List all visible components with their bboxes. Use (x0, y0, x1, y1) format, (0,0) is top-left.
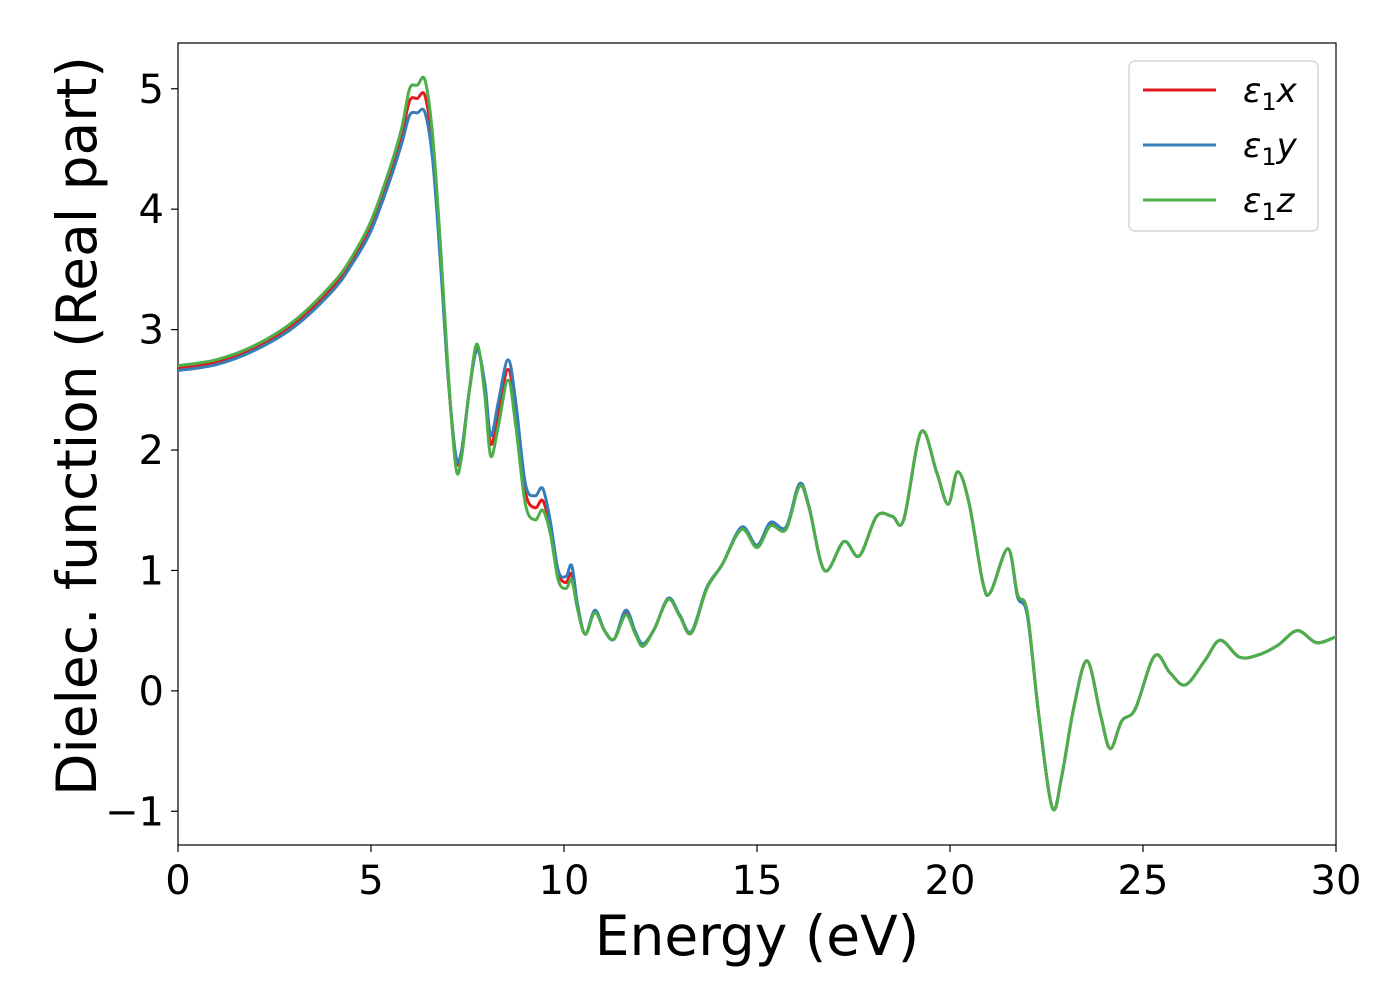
legend-label: ε1x (1243, 71, 1298, 116)
legend-item: ε1y (1143, 126, 1298, 171)
y-axis-ticks: −1 0 1 2 3 4 5 (105, 67, 178, 835)
x-tick-label: 25 (1118, 858, 1169, 904)
y-tick-label: 0 (139, 669, 164, 715)
y-tick-label: 5 (139, 67, 164, 113)
x-tick-label: 10 (539, 858, 590, 904)
x-tick-label: 5 (358, 858, 383, 904)
y-tick-label: 3 (139, 308, 164, 354)
legend-label-variable: z (1276, 181, 1296, 221)
y-tick-label: 2 (139, 428, 164, 474)
legend-label: ε1z (1243, 181, 1296, 226)
y-tick-label: 1 (139, 548, 164, 594)
legend-label-subscript: 1 (1261, 88, 1276, 116)
legend-item: ε1z (1143, 181, 1296, 226)
x-tick-label: 15 (732, 858, 783, 904)
y-axis-label: Dielec. function (Real part) (45, 56, 109, 796)
legend-label-base: ε (1243, 126, 1261, 166)
legend-label-base: ε (1243, 181, 1261, 221)
y-tick-label: 4 (139, 187, 164, 233)
legend-item: ε1x (1143, 71, 1298, 116)
legend-label-subscript: 1 (1261, 198, 1276, 226)
x-tick-label: 0 (165, 858, 190, 904)
x-tick-label: 30 (1311, 858, 1362, 904)
legend-label-base: ε (1243, 71, 1261, 111)
series-line-e1z (178, 75, 1336, 812)
x-axis-ticks: 0 5 10 15 20 25 30 (165, 845, 1361, 904)
x-axis-label: Energy (eV) (595, 904, 919, 968)
x-tick-label: 20 (925, 858, 976, 904)
legend-label: ε1y (1243, 126, 1298, 171)
legend-label-subscript: 1 (1261, 143, 1276, 171)
legend-label-variable: x (1276, 71, 1298, 111)
series-group (178, 75, 1336, 812)
legend-box (1128, 60, 1319, 232)
legend-label-variable: y (1276, 126, 1298, 166)
y-tick-label: −1 (105, 789, 164, 835)
